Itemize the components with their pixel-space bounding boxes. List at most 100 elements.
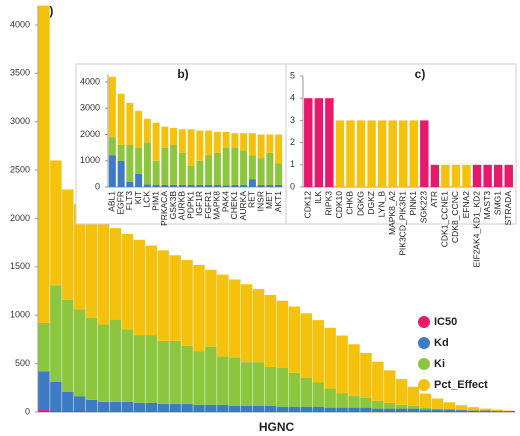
- bar-segment: [193, 351, 205, 405]
- bar-segment: [152, 184, 160, 187]
- x-tick-label: MAST3: [482, 191, 492, 220]
- legend-swatch: [418, 337, 430, 349]
- bar-segment: [248, 155, 256, 180]
- x-tick-label: MAPK8_A2: [387, 191, 397, 235]
- bar-segment: [491, 409, 503, 412]
- x-tick-label: CDK12: [303, 191, 313, 219]
- bar-segment: [264, 405, 277, 412]
- bar-segment: [248, 133, 256, 156]
- bar-segment: [121, 329, 134, 402]
- bar-segment: [222, 185, 230, 187]
- bar-segment: [181, 260, 193, 346]
- bar-segment: [152, 160, 160, 185]
- bar-segment: [38, 410, 50, 412]
- bar-segment: [169, 340, 181, 404]
- bar-segment: [178, 184, 186, 187]
- bar-segment: [170, 145, 178, 185]
- bar-segment: [275, 184, 283, 187]
- bar-segment: [108, 155, 116, 187]
- bar-segment: [145, 335, 158, 403]
- bar: [399, 120, 408, 187]
- x-tick-label: SMG1: [492, 191, 502, 215]
- y-tick-label: 2000: [80, 129, 100, 139]
- bar: [420, 120, 429, 187]
- bar-segment: [300, 406, 313, 412]
- bar: [377, 120, 387, 187]
- bar-segment: [157, 403, 169, 412]
- bar-segment: [109, 401, 122, 412]
- bar-segment: [312, 320, 324, 383]
- x-axis-label: HGNC: [259, 420, 295, 434]
- bar-segment: [135, 110, 143, 148]
- bar-segment: [50, 285, 62, 383]
- x-tick-label: MAPK8: [212, 191, 222, 220]
- bar-segment: [117, 160, 125, 187]
- bar-segment: [312, 382, 324, 407]
- y-tick-label: 3000: [80, 103, 100, 113]
- bar-segment: [38, 371, 50, 411]
- bar-segment: [240, 184, 248, 187]
- bar-segment: [50, 411, 62, 412]
- y-tick-label: 3500: [10, 68, 30, 78]
- bar-segment: [240, 150, 248, 185]
- bar-segment: [205, 404, 217, 412]
- bar-segment: [205, 155, 213, 185]
- bar-segment: [264, 294, 277, 368]
- bar-segment: [360, 407, 372, 412]
- bar-segment: [126, 145, 134, 182]
- bar-segment: [170, 184, 178, 187]
- bar: [346, 120, 355, 187]
- legend-swatch: [418, 379, 430, 391]
- bar-segment: [229, 279, 241, 358]
- y-tick-label: 0: [290, 181, 295, 191]
- bar-segment: [288, 306, 301, 373]
- bar-segment: [252, 405, 265, 412]
- bar-segment: [74, 203, 86, 310]
- x-tick-label: PINK1: [408, 191, 418, 216]
- bar-segment: [121, 401, 134, 412]
- bar-segment: [419, 409, 432, 412]
- y-tick-label: 1000: [10, 310, 30, 320]
- bar-segment: [407, 405, 420, 409]
- bar-segment: [196, 130, 204, 161]
- bar-segment: [407, 408, 420, 412]
- bar-segment: [135, 147, 143, 174]
- bar-segment: [205, 346, 217, 405]
- y-tick-label: 1: [290, 159, 295, 169]
- bar-segment: [74, 396, 86, 412]
- x-tick-label: PDPK1: [185, 191, 195, 219]
- bar-segment: [431, 398, 444, 409]
- x-tick-label: INSR: [255, 191, 265, 211]
- y-tick-label: 4000: [10, 19, 30, 29]
- bar-segment: [143, 142, 151, 185]
- bar-segment: [479, 408, 491, 411]
- bar-segment: [276, 406, 289, 412]
- bar-segment: [108, 137, 116, 156]
- chart-title: b): [177, 67, 188, 81]
- bar-segment: [97, 401, 110, 412]
- bar-segment: [257, 134, 265, 159]
- bar-segment: [50, 160, 62, 286]
- bar-segment: [109, 228, 122, 320]
- bar-segment: [181, 403, 193, 412]
- bar-segment: [205, 269, 217, 347]
- bar-segment: [300, 313, 313, 378]
- bar-segment: [157, 250, 169, 341]
- x-tick-label: CDK8_CCNC: [450, 191, 460, 243]
- bar-segment: [145, 245, 158, 336]
- x-tick-label: DGKG: [355, 191, 365, 216]
- x-tick-label: IGF1R: [194, 191, 204, 216]
- legend-label: Ki: [434, 358, 445, 370]
- bar-segment: [384, 402, 396, 409]
- bar-segment: [360, 397, 372, 408]
- bar-segment: [126, 103, 134, 145]
- bar-segment: [324, 388, 336, 408]
- bar-segment: [240, 362, 253, 406]
- bar-segment: [336, 335, 348, 394]
- bar: [314, 98, 324, 187]
- x-tick-label: CHEK1: [229, 191, 239, 220]
- bar-segment: [384, 370, 396, 403]
- bar-segment: [407, 386, 420, 406]
- legend-label: IC50: [434, 316, 457, 328]
